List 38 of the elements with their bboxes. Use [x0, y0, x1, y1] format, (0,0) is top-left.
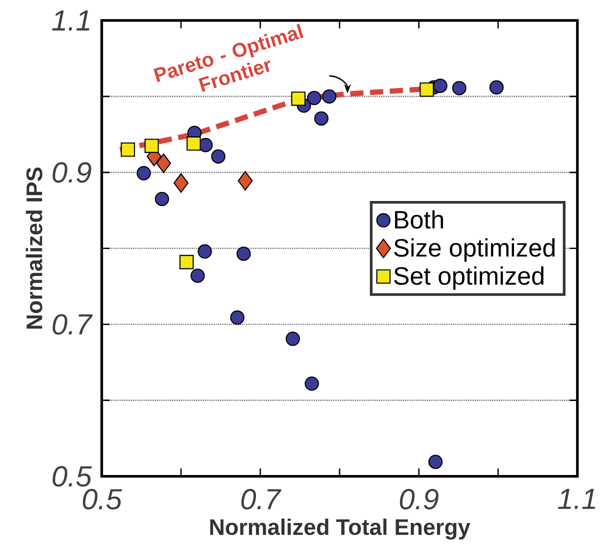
point — [179, 254, 194, 270]
point — [433, 78, 448, 93]
point — [322, 89, 336, 104]
x-tick-label: 0.7 — [241, 488, 282, 510]
point — [156, 154, 172, 174]
y-tick-label: 0.5 — [52, 466, 92, 487]
y-tick-label: 1.1 — [52, 10, 90, 30]
x-axis-title: Normalized Total Energy — [210, 518, 470, 540]
point — [489, 80, 504, 94]
legend-label: Set optimized — [394, 266, 544, 290]
point — [307, 90, 322, 106]
point — [230, 310, 244, 325]
x-tick-label: 1.1 — [558, 488, 596, 509]
point — [236, 246, 251, 261]
point — [428, 454, 443, 470]
point — [291, 92, 306, 106]
point — [120, 142, 136, 157]
y-tick-label: 0.7 — [52, 314, 93, 335]
y-axis-title: Normalized IPS — [26, 168, 42, 329]
point — [238, 171, 253, 191]
point — [314, 111, 328, 126]
point — [144, 138, 159, 153]
point — [420, 82, 434, 97]
point — [286, 332, 300, 346]
point — [190, 268, 205, 283]
point — [304, 376, 319, 391]
point — [211, 149, 226, 164]
point — [174, 173, 188, 193]
y-tick-label: 0.9 — [52, 162, 92, 183]
legend-label: Size optimized — [394, 238, 555, 262]
x-tick-label: 0.9 — [400, 488, 438, 510]
point — [186, 136, 201, 151]
point — [198, 244, 212, 259]
legend-label: Both — [395, 210, 444, 229]
point — [452, 80, 466, 96]
point — [154, 192, 170, 206]
point — [136, 166, 151, 180]
x-tick-label: 0.5 — [82, 488, 122, 510]
